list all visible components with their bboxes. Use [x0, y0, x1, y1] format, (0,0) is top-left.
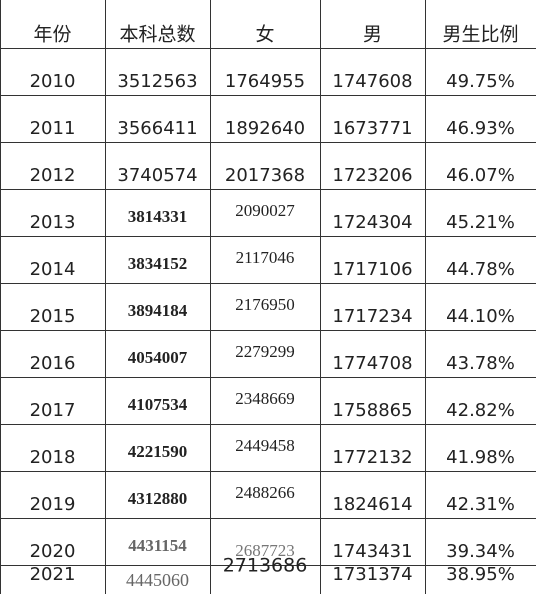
table-cell: 1774708 [332, 353, 412, 374]
table-cell: 46.07% [446, 165, 515, 186]
table-cell: 42.31% [446, 494, 515, 515]
table-cell: 4312880 [128, 489, 188, 508]
table-cell: 45.21% [446, 212, 515, 233]
table-cell: 1717234 [332, 306, 412, 327]
table-cell: 2449458 [235, 436, 295, 455]
table-cell: 2019 [30, 494, 76, 515]
header-cell: 女 [255, 24, 274, 46]
table-cell: 2488266 [235, 483, 295, 502]
table-cell: 2011 [30, 118, 76, 139]
table-cell: 3834152 [128, 254, 188, 273]
table-cell: 44.78% [446, 259, 515, 280]
table-cell: 2279299 [235, 342, 295, 361]
table-cell: 2017368 [225, 165, 305, 186]
table-cell: 2014 [30, 259, 76, 280]
header-cell: 本科总数 [119, 24, 195, 46]
table-cell: 39.34% [446, 541, 515, 562]
table-cell: 2013 [30, 212, 76, 233]
header-cell: 年份 [33, 24, 71, 46]
table-cell: 2016 [30, 353, 76, 374]
table-cell: 42.82% [446, 400, 515, 421]
table-cell: 41.98% [446, 447, 515, 468]
table-cell: 3566411 [117, 118, 197, 139]
table-cell: 1673771 [332, 118, 412, 139]
table-cell: 38.95% [446, 564, 515, 585]
table-cell: 2012 [30, 165, 76, 186]
table-cell: 3814331 [128, 207, 188, 226]
table-cell: 3894184 [128, 301, 188, 320]
table-cell: 3512563 [117, 71, 197, 92]
table-cell: 49.75% [446, 71, 515, 92]
table-cell: 2010 [30, 71, 76, 92]
table-cell: 3740574 [117, 165, 197, 186]
table-cell: 2017 [30, 400, 76, 421]
table-cell: 4107534 [128, 395, 188, 414]
table-cell: 1731374 [332, 564, 412, 585]
table-cell: 2021 [30, 564, 76, 585]
table-cell: 4221590 [128, 442, 188, 461]
table-cell: 1724304 [332, 212, 412, 233]
table-cell: 2687723 [235, 541, 295, 560]
table-cell: 1892640 [225, 118, 305, 139]
table-cell: 1824614 [332, 494, 412, 515]
table-cell: 1772132 [332, 447, 412, 468]
table-cell: 2176950 [235, 295, 295, 314]
table-cell: 2020 [30, 541, 76, 562]
table-cell: 1723206 [332, 165, 412, 186]
table-cell: 43.78% [446, 353, 515, 374]
table-cell: 1747608 [332, 71, 412, 92]
table-cell: 2117046 [236, 248, 295, 267]
table-cell: 4445060 [126, 570, 189, 590]
table-cell: 4431154 [128, 536, 187, 555]
table-cell: 4054007 [128, 348, 188, 367]
table-cell: 2713686 [223, 555, 308, 577]
table-cell: 2090027 [235, 201, 295, 220]
table-cell: 2015 [30, 306, 76, 327]
table-cell: 46.93% [446, 118, 515, 139]
table-cell: 1743431 [332, 541, 412, 562]
table-cell: 2348669 [235, 389, 295, 408]
table-cell: 1764955 [225, 71, 305, 92]
table-cell: 2018 [30, 447, 76, 468]
table-cell: 1758865 [332, 400, 412, 421]
header-cell: 男生比例 [442, 24, 518, 46]
header-cell: 男 [363, 24, 382, 46]
table-cell: 44.10% [446, 306, 515, 327]
table-cell: 1717106 [332, 259, 412, 280]
